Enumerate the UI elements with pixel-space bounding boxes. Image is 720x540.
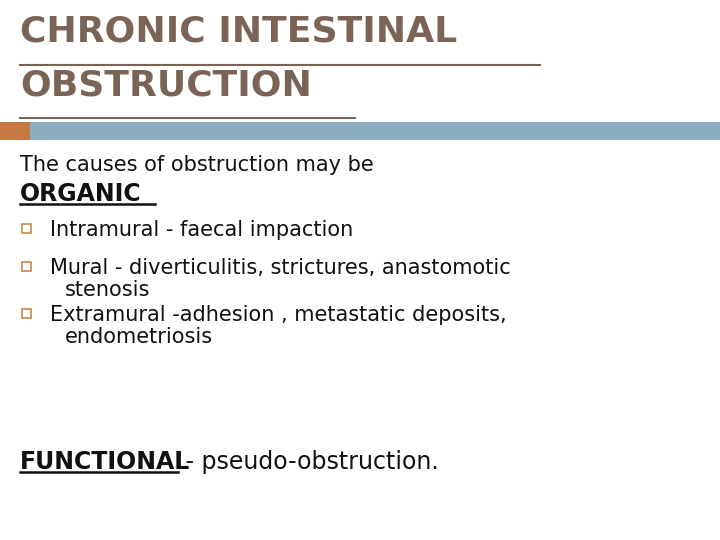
Bar [22,309,31,318]
Text: endometriosis: endometriosis [65,327,213,347]
Text: Extramural -adhesion , metastatic deposits,: Extramural -adhesion , metastatic deposi… [50,305,507,325]
Text: The causes of obstruction may be: The causes of obstruction may be [20,155,374,175]
Text: CHRONIC INTESTINAL: CHRONIC INTESTINAL [20,15,457,49]
Bar [22,262,31,271]
Bar [0,122,30,140]
Text: Intramural - faecal impaction: Intramural - faecal impaction [50,220,354,240]
Text: ORGANIC: ORGANIC [20,182,142,206]
Bar [30,122,720,140]
Bar [22,224,31,233]
Text: - pseudo-obstruction.: - pseudo-obstruction. [178,450,438,474]
Text: FUNCTIONAL: FUNCTIONAL [20,450,190,474]
Text: stenosis: stenosis [65,280,150,300]
Text: Mural - diverticulitis, strictures, anastomotic: Mural - diverticulitis, strictures, anas… [50,258,510,278]
Text: OBSTRUCTION: OBSTRUCTION [20,68,312,102]
